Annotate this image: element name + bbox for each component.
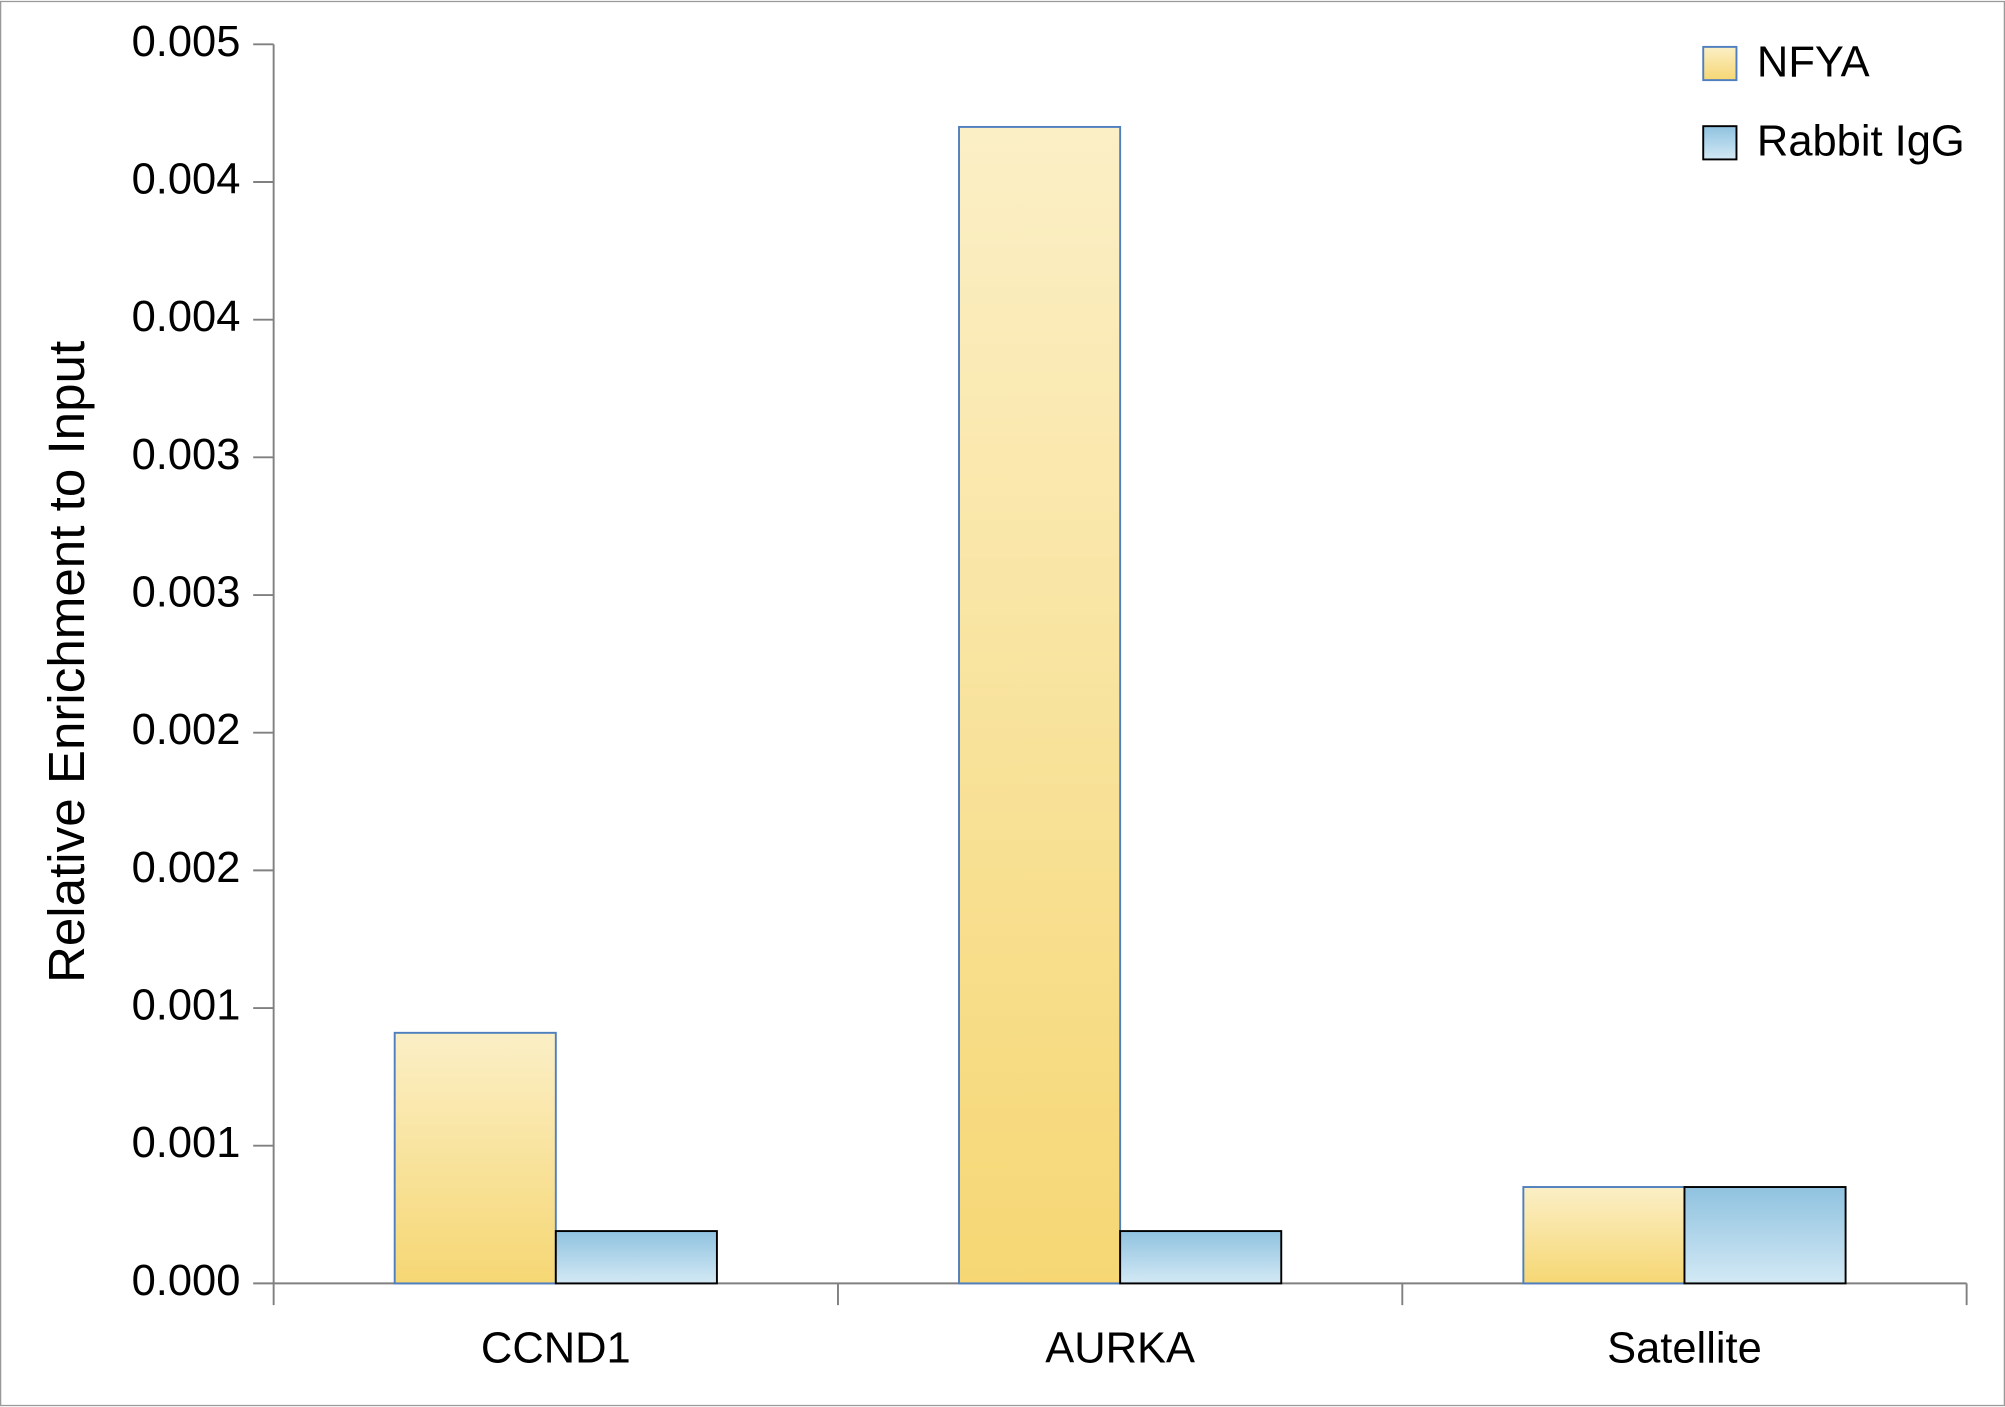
x-tick-label: CCND1 xyxy=(481,1325,631,1373)
y-tick-label: 0.004 xyxy=(132,155,241,203)
legend-label: Rabbit IgG xyxy=(1757,118,1965,166)
y-tick-label: 0.001 xyxy=(132,982,241,1030)
x-tick-label: Satellite xyxy=(1607,1325,1762,1373)
y-tick-label: 0.003 xyxy=(132,431,241,479)
legend-swatch xyxy=(1702,45,1738,82)
y-tick-label: 0.004 xyxy=(132,293,241,341)
bar xyxy=(393,1031,557,1285)
legend-swatch xyxy=(1702,125,1738,161)
bar xyxy=(1119,1230,1283,1285)
y-tick-label: 0.000 xyxy=(132,1257,241,1305)
y-tick-label: 0.005 xyxy=(132,18,241,66)
y-tick-label: 0.003 xyxy=(132,569,241,617)
x-tick-label: AURKA xyxy=(1045,1325,1195,1373)
bar xyxy=(958,125,1122,1285)
bar xyxy=(554,1230,718,1285)
bar xyxy=(1522,1186,1686,1285)
y-tick-label: 0.001 xyxy=(132,1119,241,1167)
bar xyxy=(1683,1186,1847,1285)
y-tick-label: 0.002 xyxy=(132,706,241,754)
legend-label: NFYA xyxy=(1757,38,1870,86)
y-tick-label: 0.002 xyxy=(132,844,241,892)
y-axis-title: Relative Enrichment to Input xyxy=(38,341,95,983)
